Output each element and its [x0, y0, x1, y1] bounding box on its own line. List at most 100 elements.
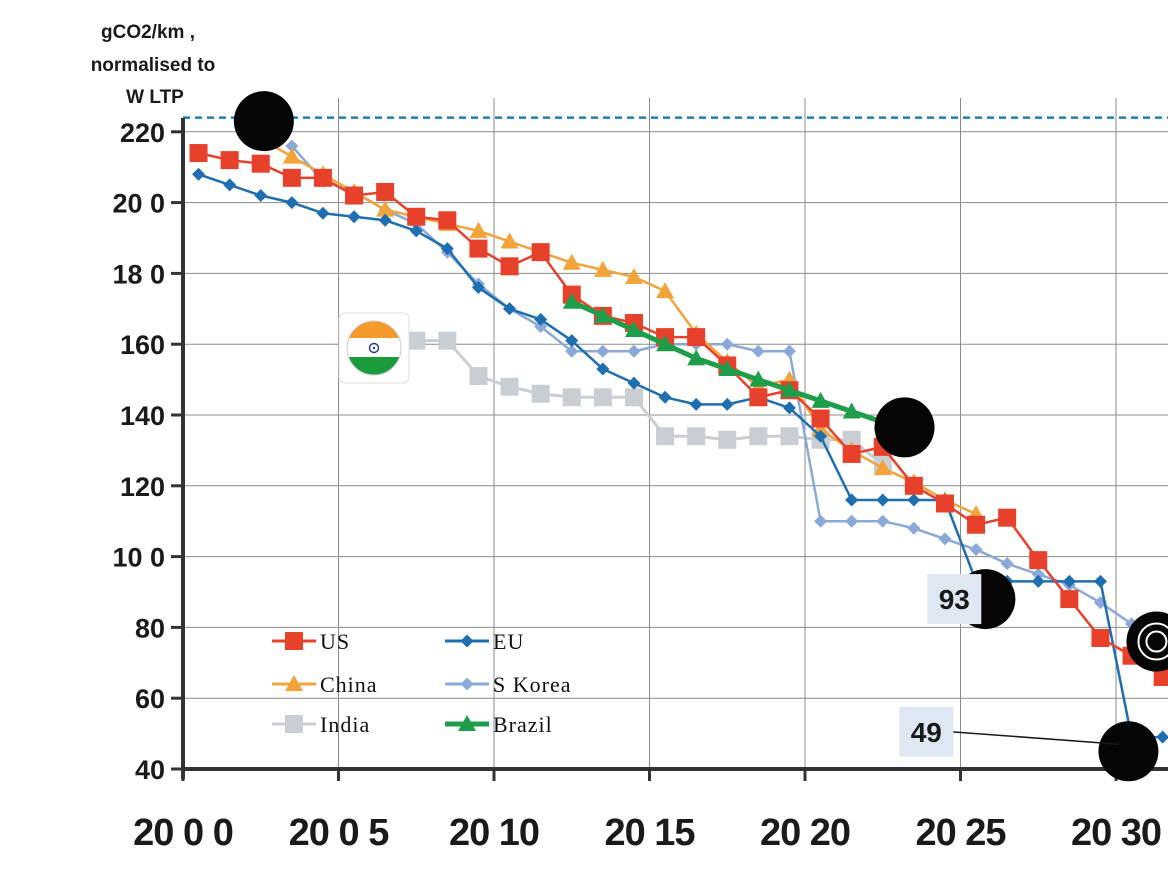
point-s-korea	[751, 344, 765, 358]
point-us	[842, 444, 861, 463]
legend-item-india: India	[272, 712, 369, 737]
point-us	[345, 186, 364, 205]
y-tick-label: 140	[120, 401, 165, 431]
legend-item-s-korea: S Korea	[445, 672, 570, 697]
point-eu	[782, 401, 796, 415]
point-us	[1091, 629, 1110, 648]
point-eu	[534, 312, 548, 326]
series-us	[189, 144, 1168, 686]
x-tick-label: 20 30	[1071, 812, 1161, 854]
point-india	[842, 430, 861, 449]
point-eu	[907, 493, 921, 507]
point-india	[562, 388, 581, 407]
target-ring-inner	[1145, 630, 1168, 653]
point-s-korea	[534, 320, 548, 333]
callout-93: 93	[927, 574, 982, 625]
callout-label: 49	[911, 717, 942, 748]
x-tick-label: 20 20	[760, 812, 850, 854]
point-india	[687, 427, 706, 446]
legend-item-us: US	[272, 629, 350, 654]
point-s-korea	[814, 514, 828, 528]
point-china	[469, 221, 488, 238]
point-s-korea	[596, 344, 610, 358]
point-eu	[378, 213, 392, 227]
point-brazil	[842, 402, 861, 419]
y-tick-label: 10 0	[112, 543, 165, 573]
point-eu	[565, 334, 579, 348]
point-us	[687, 328, 706, 347]
y-tick-label: 80	[135, 613, 165, 643]
legend-label: China	[320, 672, 378, 697]
point-us	[282, 168, 301, 187]
point-s-korea	[720, 337, 734, 351]
point-eu	[1062, 574, 1076, 588]
point-s-korea	[969, 543, 983, 557]
point-brazil	[687, 349, 706, 366]
point-s-korea	[565, 344, 579, 358]
y-tick-label: 20 0	[112, 189, 165, 219]
point-us	[313, 168, 332, 187]
point-eu	[627, 376, 641, 390]
point-eu	[1093, 574, 1107, 588]
legend-item-china: China	[272, 672, 378, 697]
point-eu	[596, 362, 610, 376]
y-tick-label: 18 0	[112, 259, 165, 289]
point-s-korea	[845, 514, 859, 528]
india-flag-icon	[338, 312, 410, 384]
point-india	[407, 331, 426, 350]
x-tick-label: 20 10	[449, 812, 539, 854]
point-brazil	[624, 321, 643, 338]
legend-swatch-marker	[285, 715, 303, 733]
point-eu	[316, 206, 330, 220]
point-s-korea	[938, 532, 952, 546]
callout-49: 49	[899, 706, 1120, 757]
legend-label: US	[320, 629, 350, 654]
point-eu	[720, 397, 734, 411]
point-s-korea	[1000, 557, 1014, 571]
y-axis-title-line-3: W LTP	[126, 87, 184, 108]
legend-swatch-marker	[285, 675, 303, 691]
legend: US EU China S Korea India Brazil	[272, 629, 570, 737]
point-s-korea	[876, 514, 890, 528]
point-eu	[347, 210, 361, 224]
point-us	[376, 182, 395, 201]
point-india	[624, 388, 643, 407]
point-eu	[845, 493, 859, 507]
legend-item-brazil: Brazil	[445, 712, 552, 737]
point-us	[935, 494, 954, 513]
point-india	[718, 430, 737, 449]
point-china	[656, 282, 675, 299]
point-brazil	[593, 306, 612, 323]
x-tick-label: 20 15	[604, 812, 695, 854]
series-line-s-korea	[290, 145, 1133, 625]
callout-leader	[952, 731, 1120, 745]
point-us	[500, 257, 519, 276]
point-brazil	[749, 370, 768, 387]
x-tick-label: 20 25	[915, 812, 1006, 854]
point-us	[407, 207, 426, 226]
callout-label: 93	[939, 584, 970, 615]
point-us	[1060, 590, 1079, 609]
point-china	[376, 200, 395, 217]
point-us	[967, 515, 986, 534]
y-axis-title-line-2: normalised to	[91, 55, 216, 76]
target-circle	[874, 397, 935, 458]
point-brazil	[656, 335, 675, 352]
point-china	[873, 459, 892, 476]
point-china	[562, 253, 581, 270]
point-india	[438, 331, 457, 350]
point-us	[998, 508, 1017, 527]
point-s-korea	[285, 139, 299, 153]
point-us	[1153, 667, 1168, 686]
point-eu	[503, 302, 517, 316]
point-china	[593, 260, 612, 277]
point-china	[624, 267, 643, 284]
point-eu	[285, 196, 299, 210]
point-eu	[440, 242, 454, 256]
series-eu	[192, 167, 1168, 744]
point-eu	[1156, 730, 1168, 744]
annotation-callouts: 93 49	[899, 574, 1120, 757]
y-tick-label: 40	[135, 755, 165, 785]
series-group	[189, 129, 1168, 744]
